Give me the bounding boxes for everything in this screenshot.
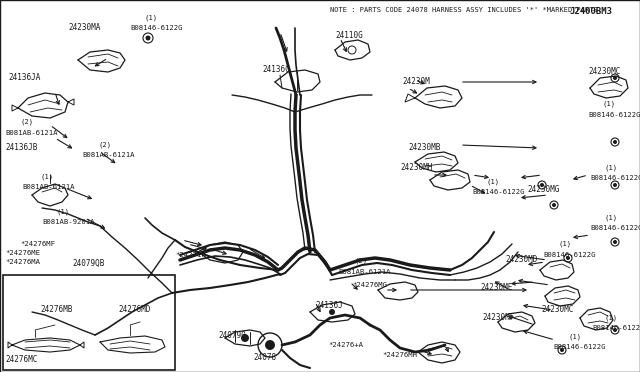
Text: 24136J: 24136J: [315, 301, 343, 310]
Circle shape: [145, 35, 150, 41]
Text: B081AB-6121A: B081AB-6121A: [22, 184, 74, 190]
Text: (1): (1): [56, 209, 69, 215]
Text: (2): (2): [98, 142, 111, 148]
Text: 24230ME: 24230ME: [480, 283, 513, 292]
Text: B081AB-6121A: B081AB-6121A: [338, 269, 390, 275]
Circle shape: [613, 140, 617, 144]
Text: (2): (2): [20, 119, 33, 125]
Text: 24276MC: 24276MC: [5, 356, 37, 365]
Circle shape: [540, 183, 544, 187]
Circle shape: [241, 334, 249, 342]
Text: 24230M: 24230M: [402, 77, 429, 87]
Text: (1): (1): [558, 241, 571, 247]
Circle shape: [613, 76, 617, 80]
Text: (1): (1): [605, 215, 618, 221]
Text: B08146-6122G: B08146-6122G: [543, 252, 595, 258]
Circle shape: [566, 256, 570, 260]
Text: B081AB-6121A: B081AB-6121A: [5, 130, 58, 136]
Text: NOTE : PARTS CODE 24078 HARNESS ASSY INCLUDES '*' *MARKED PARTS.: NOTE : PARTS CODE 24078 HARNESS ASSY INC…: [330, 7, 602, 13]
Text: 24230MC: 24230MC: [588, 67, 620, 77]
Bar: [3, 275, 175, 370]
Text: 24230MC: 24230MC: [541, 305, 573, 314]
Text: 24230MD: 24230MD: [505, 256, 538, 264]
Circle shape: [613, 183, 617, 187]
Text: 24136JA: 24136JA: [8, 73, 40, 81]
Text: 24230MA: 24230MA: [68, 23, 100, 32]
Circle shape: [552, 203, 556, 207]
Text: (1): (1): [568, 334, 581, 340]
Text: 24078: 24078: [253, 353, 276, 362]
Text: B08146-6122G: B08146-6122G: [472, 189, 525, 195]
Text: B08146-6122G: B08146-6122G: [130, 25, 182, 31]
Text: B081AB-9201A: B081AB-9201A: [42, 219, 95, 225]
Circle shape: [613, 240, 617, 244]
Text: J2400BM3: J2400BM3: [570, 7, 613, 16]
Text: (2): (2): [355, 258, 368, 264]
Text: B08146-6122G: B08146-6122G: [592, 325, 640, 331]
Text: (1): (1): [605, 165, 618, 171]
Text: 24079QB: 24079QB: [72, 259, 104, 267]
Text: (1): (1): [40, 174, 53, 180]
Text: 24276MD: 24276MD: [118, 305, 150, 314]
Text: *24276MF: *24276MF: [20, 241, 55, 247]
Circle shape: [560, 348, 564, 352]
Circle shape: [613, 328, 617, 332]
Text: 24110G: 24110G: [335, 31, 363, 39]
Text: (1): (1): [145, 15, 158, 21]
Text: B081AB-6121A: B081AB-6121A: [82, 152, 134, 158]
Text: B08146-6122G: B08146-6122G: [590, 175, 640, 181]
Text: 24136C: 24136C: [262, 65, 290, 74]
Text: B08146-6122G: B08146-6122G: [590, 225, 640, 231]
Text: 24136JB: 24136JB: [5, 144, 37, 153]
Text: 24230MH: 24230MH: [400, 164, 433, 173]
Text: *24276ME: *24276ME: [5, 250, 40, 256]
Text: 24230MG: 24230MG: [527, 186, 559, 195]
Text: B08146-6122G: B08146-6122G: [553, 344, 605, 350]
Text: B08146-6122G: B08146-6122G: [588, 112, 640, 118]
Text: (1): (1): [603, 101, 616, 107]
Text: *24276MA: *24276MA: [5, 259, 40, 265]
Text: *24276MG: *24276MG: [352, 282, 387, 288]
Circle shape: [265, 340, 275, 350]
Text: *24276MH: *24276MH: [382, 352, 417, 358]
Text: *24276+A: *24276+A: [328, 342, 363, 348]
Text: (1): (1): [487, 179, 500, 185]
Text: *24271P: *24271P: [175, 252, 205, 258]
Text: 24230MF: 24230MF: [482, 312, 515, 321]
Text: 240790: 240790: [218, 330, 246, 340]
Circle shape: [329, 309, 335, 315]
Text: 24276MB: 24276MB: [40, 305, 72, 314]
Text: (1): (1): [605, 315, 618, 321]
Text: 24230MB: 24230MB: [408, 144, 440, 153]
